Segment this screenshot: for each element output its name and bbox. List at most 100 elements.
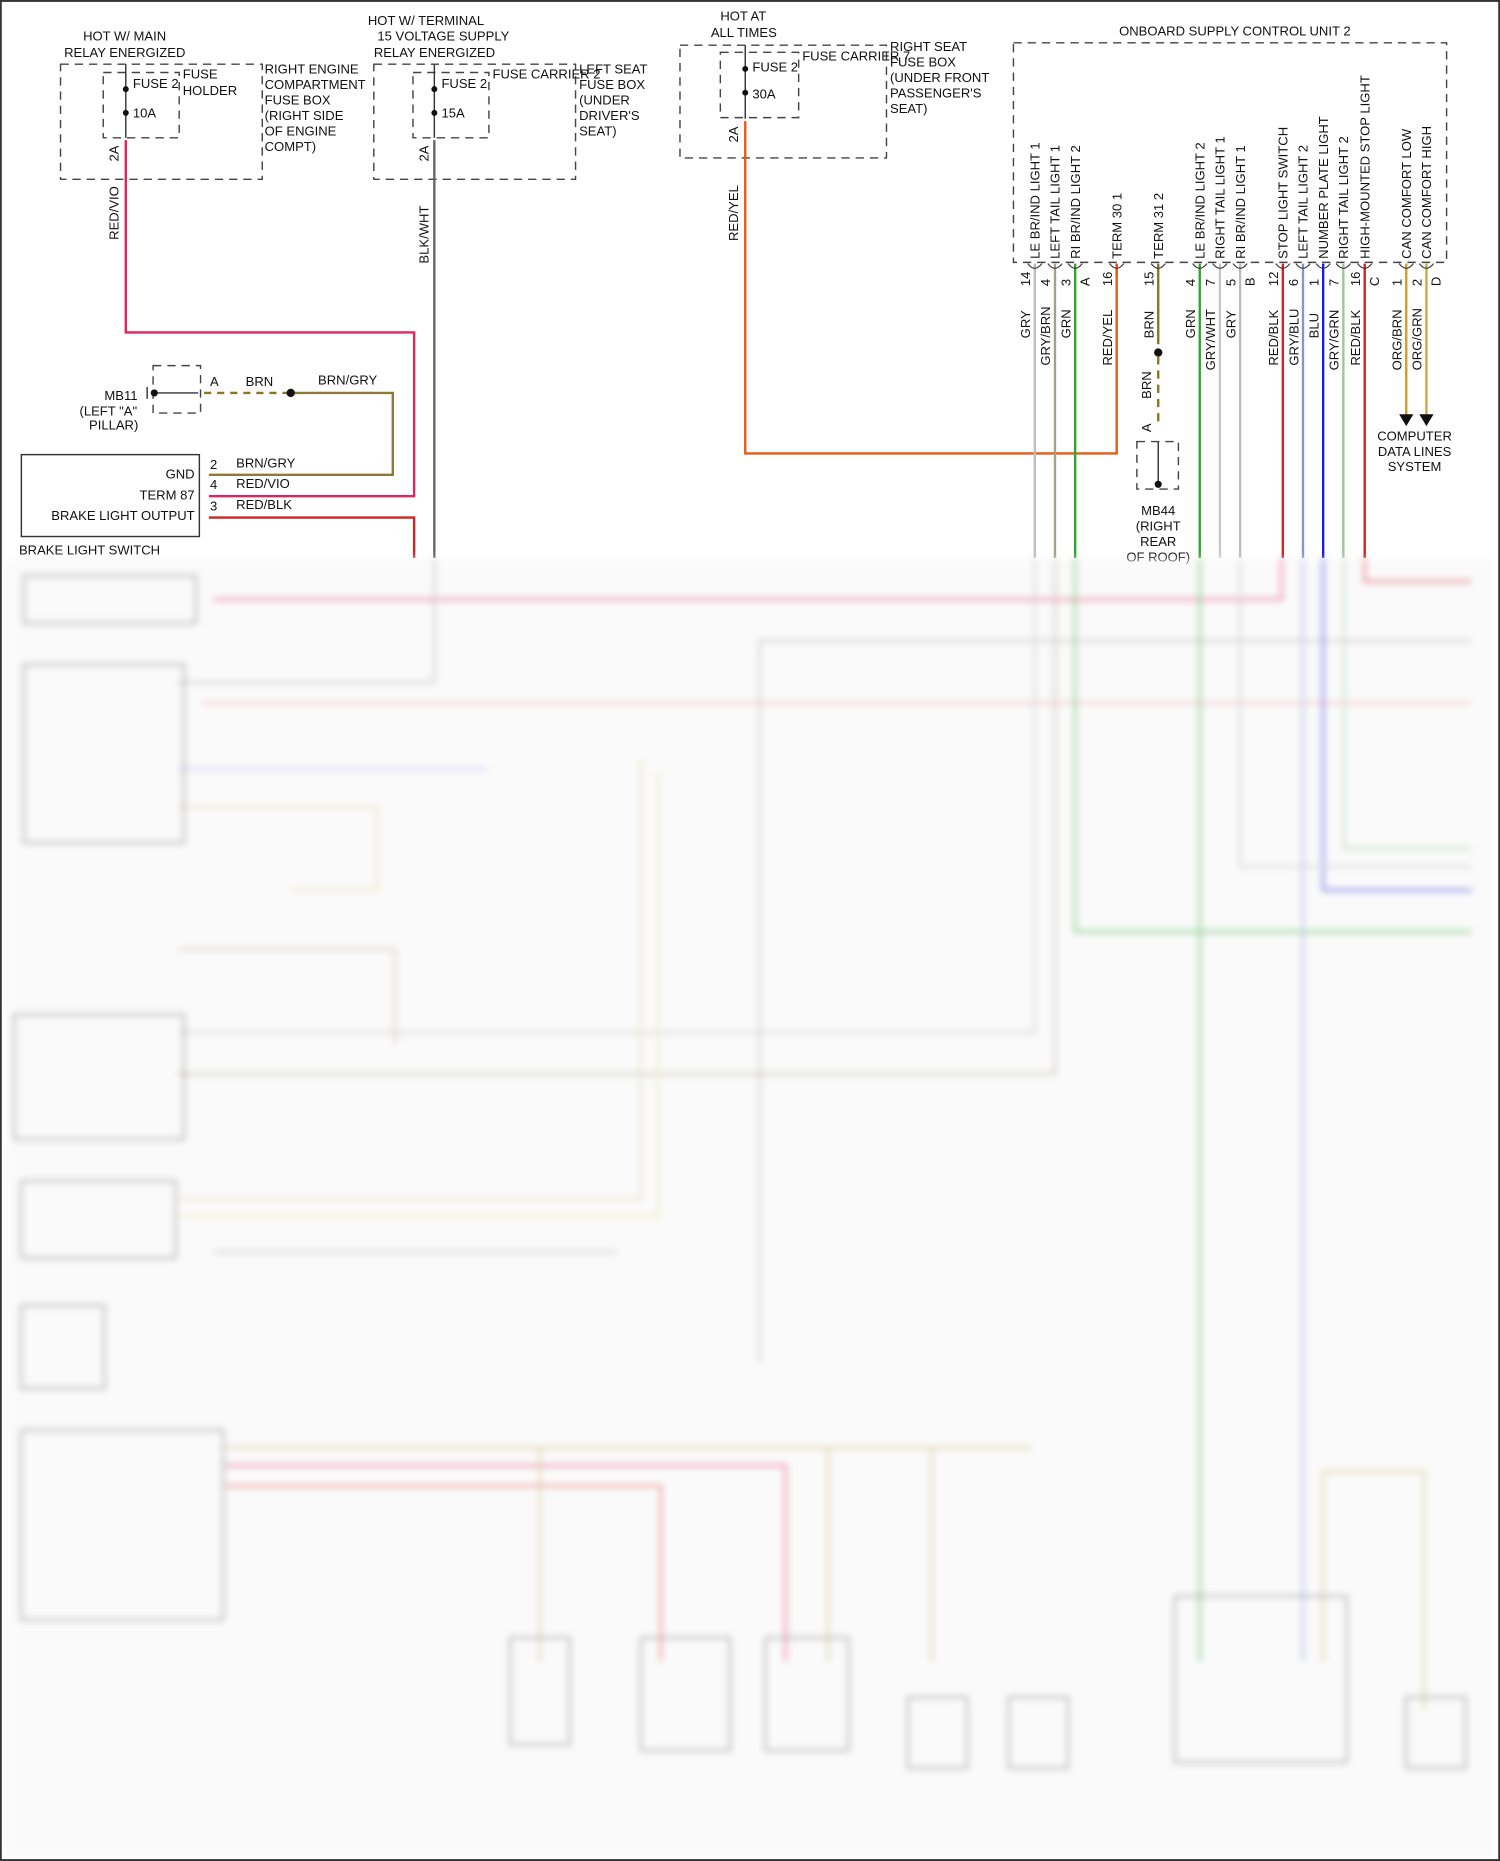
svg-text:RIGHT ENGINE: RIGHT ENGINE bbox=[265, 62, 359, 77]
wire-brn-gry bbox=[208, 391, 394, 476]
pin-number: 3 bbox=[1058, 279, 1073, 286]
pin-function-label: LEFT TAIL LIGHT 2 bbox=[1296, 145, 1311, 259]
pin-function-label: RIGHT TAIL LIGHT 1 bbox=[1213, 136, 1228, 259]
svg-text:2A: 2A bbox=[107, 145, 122, 161]
svg-text:(RIGHT SIDE: (RIGHT SIDE bbox=[265, 108, 344, 123]
svg-text:COMPUTER: COMPUTER bbox=[1377, 428, 1452, 443]
svg-text:SYSTEM: SYSTEM bbox=[1388, 459, 1442, 474]
wire-color-label: GRY bbox=[1018, 310, 1033, 338]
control-unit-pin: TERM 30 1 16 RED/YEL bbox=[1100, 193, 1124, 366]
svg-text:COMPT): COMPT) bbox=[265, 139, 316, 154]
connector-label: A bbox=[1077, 277, 1092, 286]
pin-function-label: TERM 30 1 bbox=[1109, 193, 1124, 259]
wire-color-label: ORG/GRN bbox=[1410, 308, 1425, 370]
pin-number: 14 bbox=[1018, 272, 1033, 287]
svg-text:GND: GND bbox=[166, 466, 195, 481]
fuse-block-main-relay: HOT W/ MAIN RELAY ENERGIZED FUSE 2 10A F… bbox=[59, 28, 366, 240]
svg-text:HOT W/ TERMINAL: HOT W/ TERMINAL bbox=[368, 13, 484, 28]
control-unit-pin: LE BR/IND LIGHT 2 4 GRN bbox=[1183, 142, 1208, 558]
svg-text:4: 4 bbox=[210, 477, 217, 492]
fuse-label: FUSE 2 bbox=[133, 76, 179, 91]
svg-text:FUSE 2: FUSE 2 bbox=[752, 59, 798, 74]
svg-text:A: A bbox=[1139, 423, 1154, 432]
pin-number: 4 bbox=[1038, 279, 1053, 286]
svg-text:BLK/WHT: BLK/WHT bbox=[416, 206, 431, 264]
control-unit-pin: LEFT TAIL LIGHT 2 6 GRY/BLU bbox=[1286, 145, 1311, 558]
pin-number: 12 bbox=[1266, 272, 1281, 287]
pin-function-label: RIGHT TAIL LIGHT 2 bbox=[1336, 136, 1351, 259]
svg-text:FUSE CARRIER 7: FUSE CARRIER 7 bbox=[802, 49, 910, 64]
svg-text:PILLAR): PILLAR) bbox=[89, 418, 138, 433]
pin-number: 4 bbox=[1183, 279, 1198, 286]
wire-color-label: ORG/BRN bbox=[1390, 309, 1405, 370]
control-unit-pin: CAN COMFORT HIGH 2 ORG/GRN D bbox=[1410, 126, 1444, 418]
svg-text:MB44: MB44 bbox=[1141, 503, 1175, 518]
source-label: HOT W/ MAIN bbox=[83, 28, 166, 43]
fuse-rating: 10A bbox=[133, 106, 157, 121]
wire-color-label: RED/BLK bbox=[1266, 309, 1281, 365]
connector-label: C bbox=[1367, 277, 1382, 286]
pin-function-label: NUMBER PLATE LIGHT bbox=[1316, 116, 1331, 259]
svg-text:(LEFT "A": (LEFT "A" bbox=[80, 403, 138, 418]
svg-text:RED/BLK: RED/BLK bbox=[236, 497, 292, 512]
svg-text:(UNDER FRONT: (UNDER FRONT bbox=[890, 70, 989, 85]
pin-function-label: LEFT TAIL LIGHT 1 bbox=[1048, 145, 1063, 259]
svg-text:OF ENGINE: OF ENGINE bbox=[265, 123, 337, 138]
svg-text:RELAY ENERGIZED: RELAY ENERGIZED bbox=[374, 45, 495, 60]
pin-function-label: CAN COMFORT LOW bbox=[1399, 128, 1414, 259]
control-unit-pin: LE BR/IND LIGHT 1 14 GRY bbox=[1018, 142, 1043, 558]
svg-text:HOT AT: HOT AT bbox=[720, 8, 766, 23]
svg-text:ALL TIMES: ALL TIMES bbox=[711, 25, 777, 40]
connector-label: B bbox=[1242, 277, 1257, 286]
svg-text:15 VOLTAGE SUPPLY: 15 VOLTAGE SUPPLY bbox=[377, 28, 509, 43]
svg-text:DATA LINES: DATA LINES bbox=[1378, 444, 1452, 459]
wire-color-label: GRY/WHT bbox=[1203, 309, 1218, 370]
svg-text:TERM 87: TERM 87 bbox=[140, 488, 195, 503]
svg-text:FUSE CARRIER 2: FUSE CARRIER 2 bbox=[492, 66, 600, 81]
wire-color-label: RED/BLK bbox=[1348, 309, 1363, 365]
fuse-block-hot-at-all-times: HOT AT ALL TIMES FUSE 2 30A FUSE CARRIER… bbox=[679, 8, 989, 241]
source-label: RELAY ENERGIZED bbox=[64, 45, 185, 60]
fuse-block-terminal-15: HOT W/ TERMINAL 15 VOLTAGE SUPPLY RELAY … bbox=[368, 13, 648, 264]
svg-text:BRAKE LIGHT OUTPUT: BRAKE LIGHT OUTPUT bbox=[51, 508, 194, 523]
svg-text:2A: 2A bbox=[416, 145, 431, 161]
svg-text:MB11: MB11 bbox=[104, 388, 137, 403]
svg-text:RIGHT SEAT: RIGHT SEAT bbox=[890, 39, 967, 54]
wire-red-yel bbox=[744, 121, 1118, 455]
svg-text:PASSENGER'S: PASSENGER'S bbox=[890, 85, 982, 100]
control-unit-pin: CAN COMFORT LOW 1 ORG/BRN bbox=[1390, 128, 1414, 418]
svg-text:BRN: BRN bbox=[1139, 371, 1154, 399]
svg-text:FUSE BOX: FUSE BOX bbox=[265, 93, 331, 108]
pin-function-label: TERM 31 2 bbox=[1151, 193, 1166, 259]
wire-color-label: GRY/GRN bbox=[1327, 310, 1342, 371]
pin-number: 1 bbox=[1306, 279, 1321, 286]
wire-color-label: GRN bbox=[1058, 309, 1073, 338]
svg-text:LEFT SEAT: LEFT SEAT bbox=[579, 62, 647, 77]
svg-text:DRIVER'S: DRIVER'S bbox=[579, 108, 640, 123]
svg-text:BRN: BRN bbox=[246, 374, 274, 389]
svg-text:COMPARTMENT: COMPARTMENT bbox=[265, 77, 366, 92]
pin-function-label: LE BR/IND LIGHT 2 bbox=[1193, 142, 1208, 259]
svg-text:15A: 15A bbox=[441, 106, 465, 121]
svg-text:SEAT): SEAT) bbox=[890, 101, 927, 116]
pin-function-label: CAN COMFORT HIGH bbox=[1419, 126, 1434, 259]
control-unit-pin: RIGHT TAIL LIGHT 1 7 GRY/WHT bbox=[1203, 136, 1228, 558]
svg-text:A: A bbox=[210, 374, 219, 389]
onboard-supply-control-unit-2: ONBOARD SUPPLY CONTROL UNIT 2 LE BR/IND … bbox=[1012, 24, 1448, 558]
pin-number: 15 bbox=[1141, 272, 1156, 287]
control-unit-pin: NUMBER PLATE LIGHT 1 BLU bbox=[1306, 116, 1331, 558]
component-title: BRAKE LIGHT SWITCH bbox=[19, 542, 160, 557]
svg-text:(UNDER: (UNDER bbox=[579, 93, 630, 108]
control-unit-pin: RI BR/IND LIGHT 1 5 GRY B bbox=[1223, 145, 1257, 558]
svg-text:2: 2 bbox=[210, 457, 217, 472]
pin-function-label: STOP LIGHT SWITCH bbox=[1276, 127, 1291, 259]
pin-function-label: LE BR/IND LIGHT 1 bbox=[1028, 142, 1043, 258]
pin-function-label: RI BR/IND LIGHT 2 bbox=[1068, 145, 1083, 259]
control-unit-pin: RIGHT TAIL LIGHT 2 7 GRY/GRN bbox=[1327, 136, 1351, 558]
svg-text:FUSE BOX: FUSE BOX bbox=[579, 77, 645, 92]
wire-color-label: GRY/BRN bbox=[1038, 306, 1053, 365]
computer-data-lines-link[interactable]: COMPUTER DATA LINES SYSTEM bbox=[1377, 428, 1452, 474]
wire-color-label: GRY bbox=[1223, 310, 1238, 338]
